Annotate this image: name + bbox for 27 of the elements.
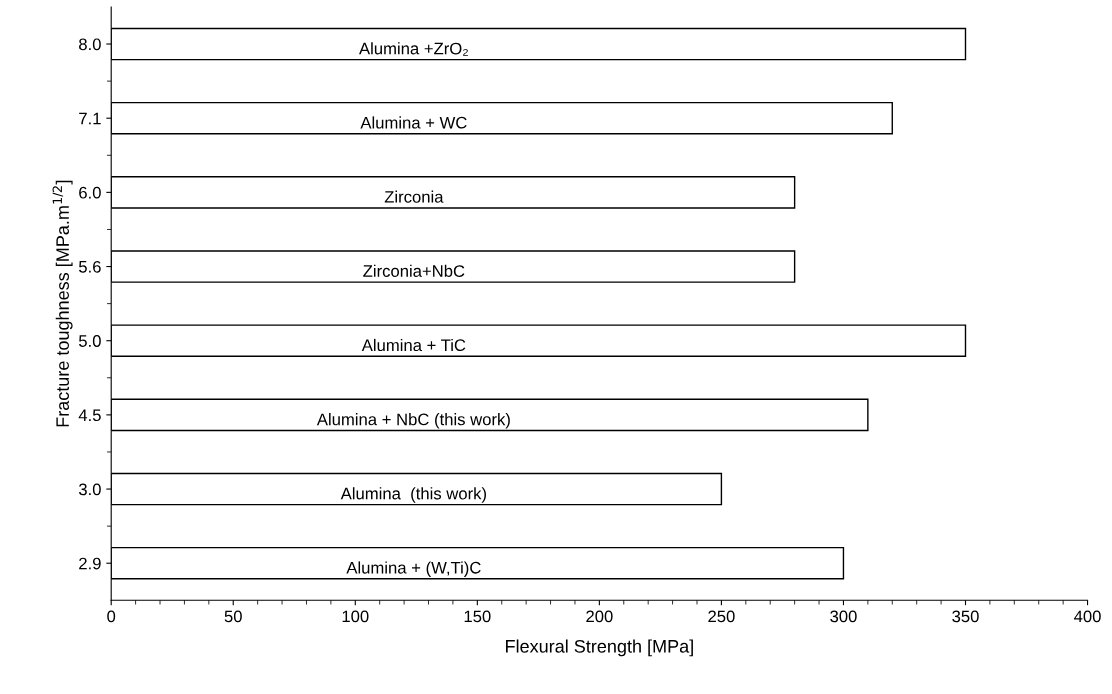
annotation: Alumina +ZrO₂ (359, 42, 468, 56)
x-tick-label: 100 (342, 610, 369, 623)
x-tick-label: 400 (1074, 610, 1101, 623)
annotation: Alumina + TiC (361, 338, 466, 352)
annotation: Alumina + NbC (this work) (316, 413, 510, 429)
x-tick-label: 200 (586, 610, 613, 623)
y-tick-label: 4.5 (78, 409, 101, 422)
x-tick-label: 150 (464, 610, 491, 623)
annotation: Alumina + WC (360, 116, 467, 129)
x-tick-label: 300 (830, 610, 857, 623)
annotation: Alumina + (W,Ti)C (346, 561, 481, 577)
y-axis-title: Fracture toughness [MPa.m$^{1/2}$] (52, 180, 73, 427)
x-axis-title: Flexural Strength [MPa] (506, 639, 693, 657)
annotation: Alumina (this work) (340, 487, 486, 503)
annotation: Zirconia+NbC (363, 264, 465, 277)
y-tick-label: 2.9 (79, 557, 101, 570)
y-tick-label: 8.0 (79, 38, 101, 51)
y-tick-label: 3.0 (78, 483, 101, 496)
y-tick-label: 5.0 (78, 335, 101, 347)
x-tick-label: 250 (708, 610, 735, 623)
x-tick-label: 350 (952, 610, 979, 623)
y-tick-label: 5.6 (78, 260, 101, 273)
annotation: Zirconia (384, 190, 444, 203)
x-tick-label: 50 (224, 610, 242, 623)
x-tick-label: 0 (107, 610, 116, 623)
y-tick-label: 7.1 (79, 112, 101, 125)
y-tick-label: 6.0 (79, 186, 101, 199)
